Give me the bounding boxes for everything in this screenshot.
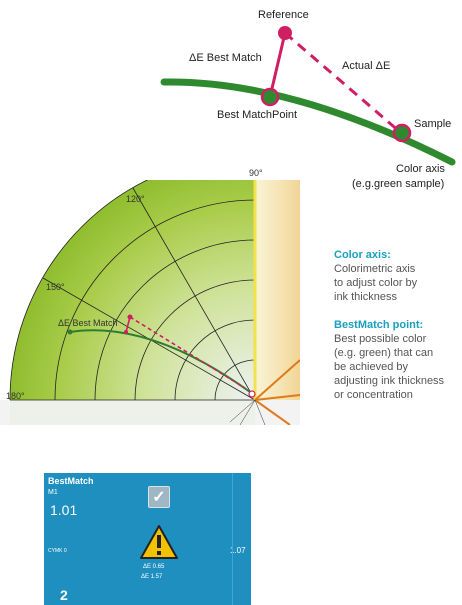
panel-sub-label: M1 [48,489,58,496]
bestmatch-checkbox[interactable]: ✓ [148,486,170,508]
reference-label: Reference [258,9,309,21]
panel-title: BestMatch [48,476,94,486]
best-match-de-line [268,32,287,98]
actual-de-label: Actual ΔE [342,60,391,72]
best-match-point-label: Best MatchPoint [217,109,298,121]
bestmatch-desc-line: or concentration [334,389,413,401]
sample-point [392,123,412,143]
panel-main-value: 1.01 [50,502,78,518]
polar-de-best-match-label: ΔE Best Match [58,318,118,328]
color-axis-example-label: (e.g.green sample) [352,178,445,190]
bestmatch-point-title: BestMatch point: [334,319,424,331]
bestmatch-desc-line: be achieved by [334,361,408,373]
polar-color-chart: 90° 120° 150° 180° ΔE Best Match [0,168,300,425]
cymk-label: CYMK 0 [48,548,67,554]
check-icon: ✓ [152,489,166,506]
angle-label-150: 150° [46,282,65,292]
bestmatch-desc-line: adjusting ink thickness [334,375,445,387]
panel-bottom-number: 2 [60,587,68,603]
color-axis-title: Color axis: [334,249,391,261]
color-axis-label: Color axis [396,163,445,175]
actual-de-line [284,31,401,134]
color-axis-curve [160,78,456,166]
angle-label-180: 180° [6,391,25,401]
panel-right-value: 1.07 [230,546,246,555]
panel-divider [232,473,233,605]
color-axis-desc-line: ink thickness [334,291,397,303]
reference-point [278,26,292,40]
color-axis-diagram [160,26,456,166]
bestmatch-panel: BestMatch M1 1.01 ✓ CYMK 0 1.07 ΔE 0.65 … [44,473,251,605]
de-value-1: ΔE 0.65 [143,564,165,570]
warning-icon [140,525,178,559]
bestmatch-desc-line: Best possible color [334,333,427,345]
color-axis-desc-line: Colorimetric axis [334,263,416,275]
sample-label: Sample [414,118,452,130]
de-value-2: ΔE 1.57 [141,574,163,580]
best-match-point [260,87,280,107]
de-best-match-label: ΔE Best Match [189,52,262,64]
angle-label-90: 90° [249,168,263,178]
color-axis-desc-line: to adjust color by [334,277,418,289]
bestmatch-desc-line: (e.g. green) that can [334,347,434,359]
angle-label-120: 120° [126,194,145,204]
